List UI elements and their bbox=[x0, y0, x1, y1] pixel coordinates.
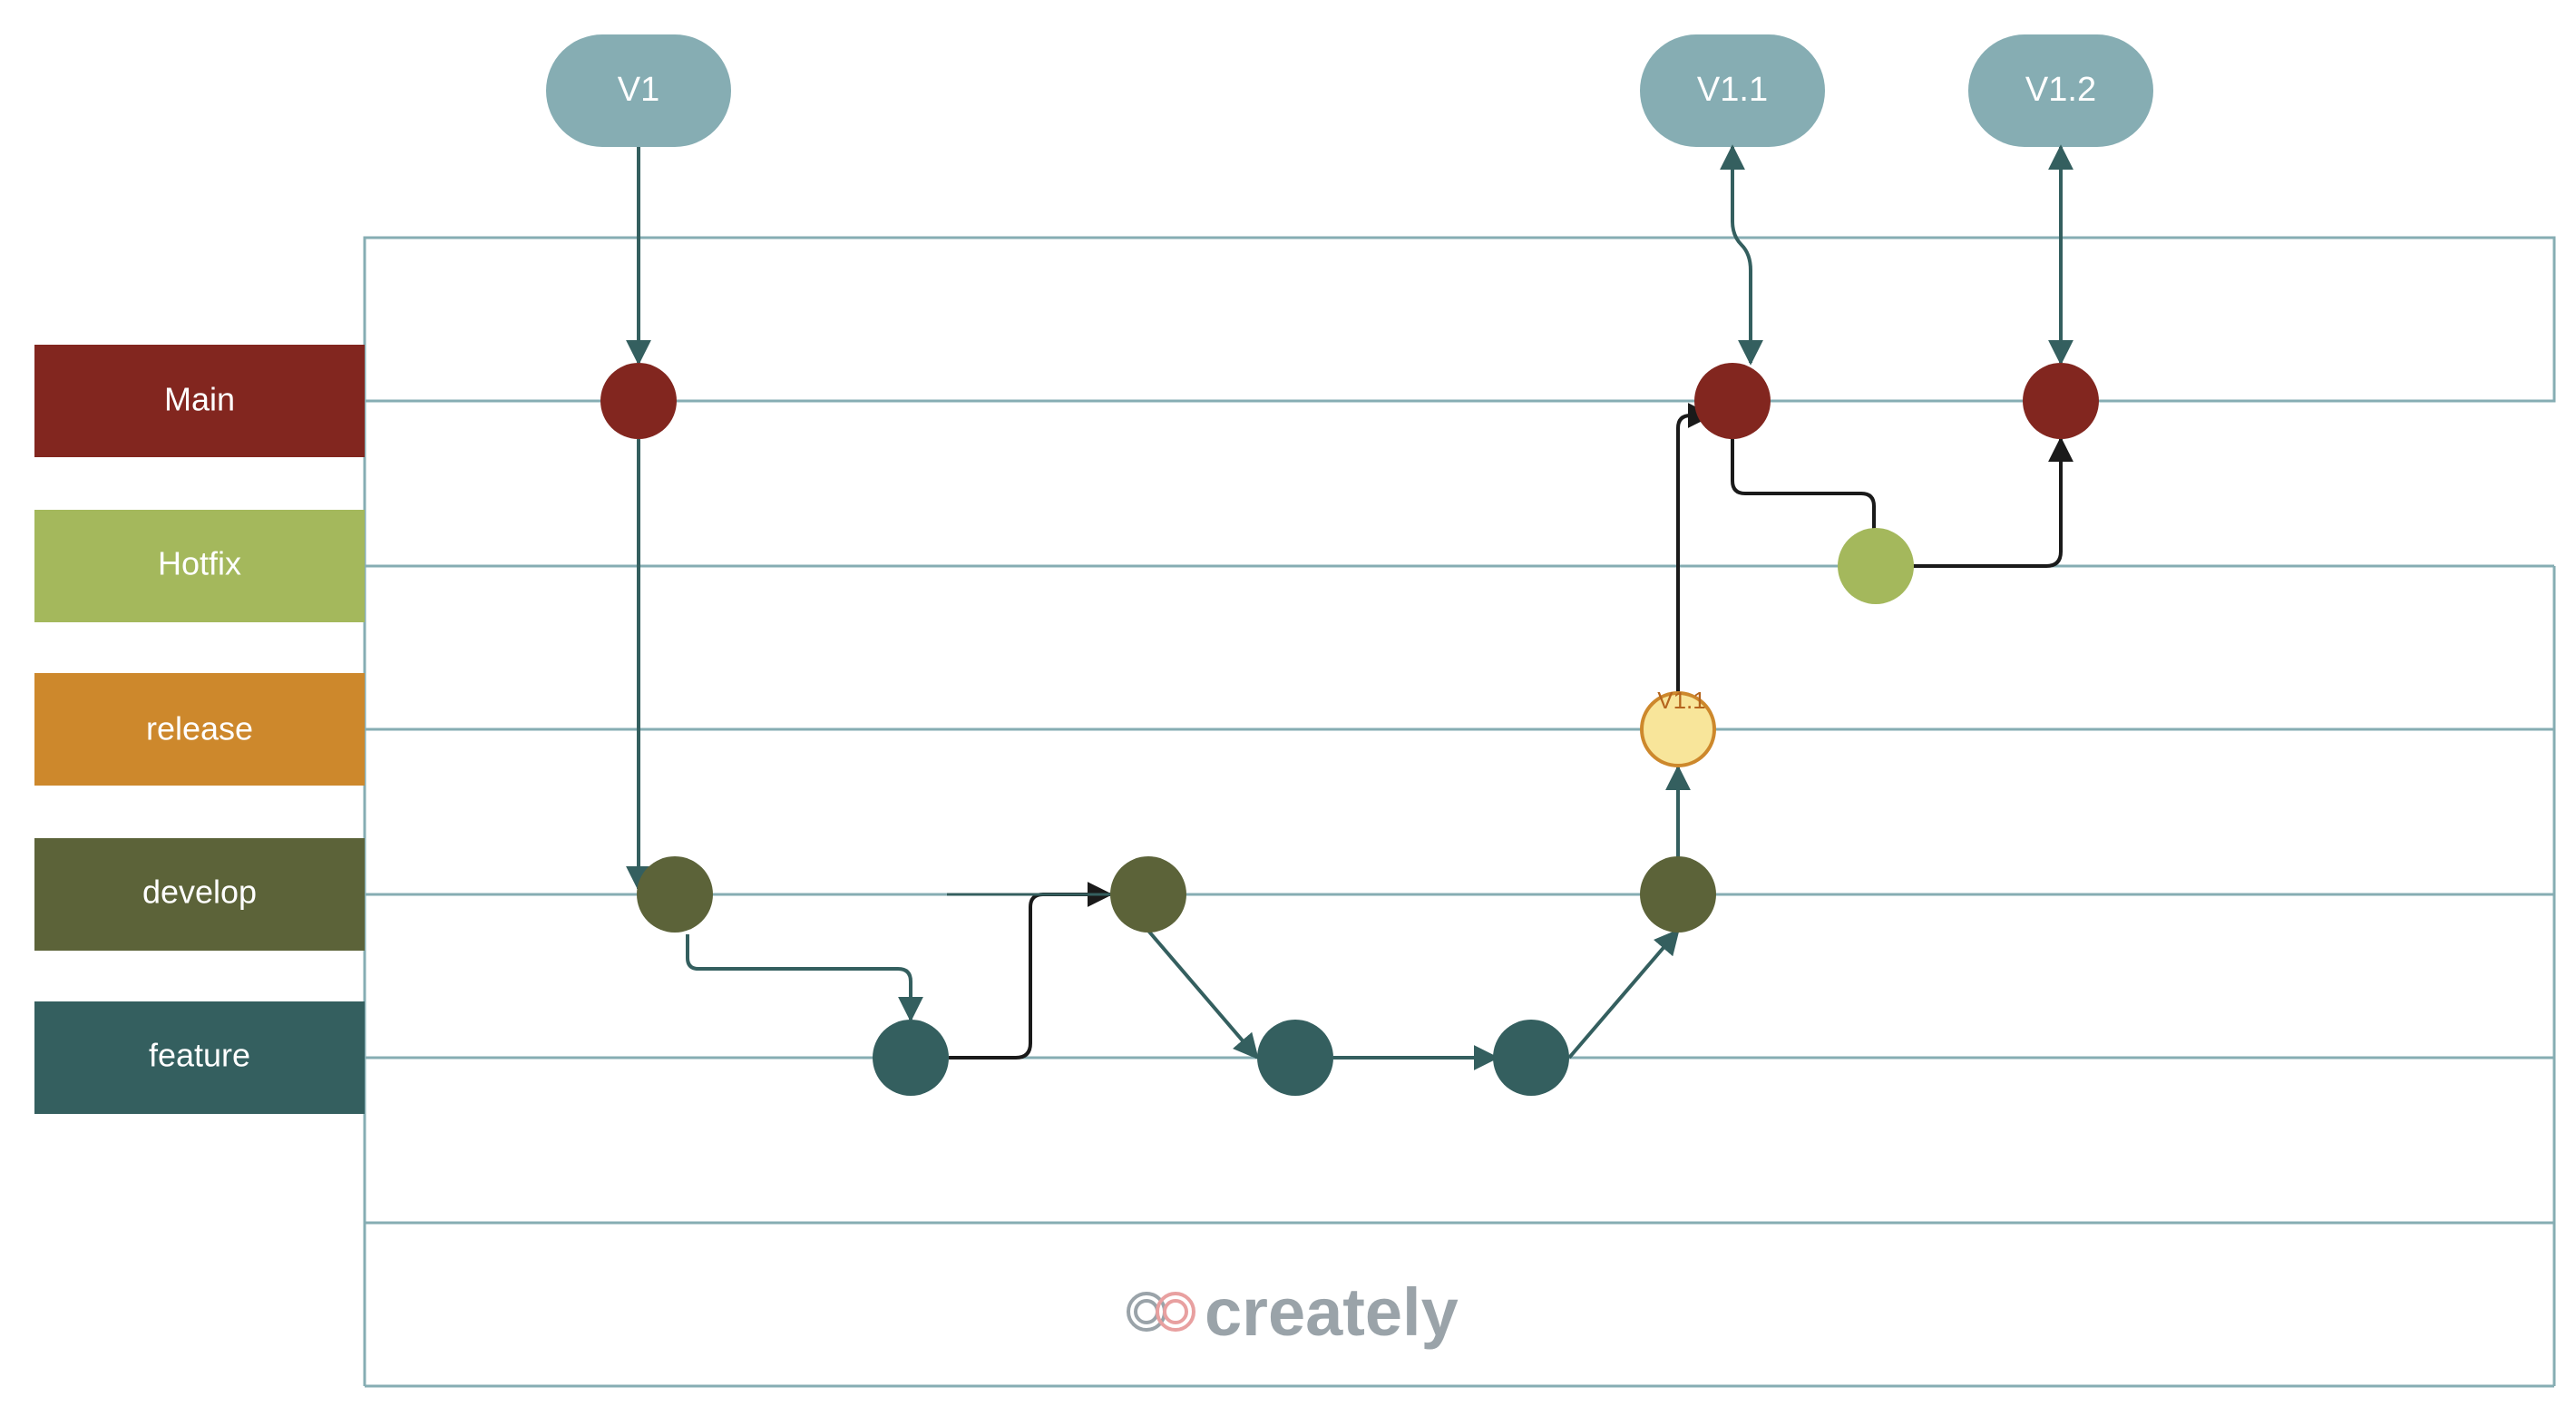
commit-release-1: V1.1 bbox=[1640, 687, 1716, 767]
connector-develop-to-feature-1 bbox=[686, 934, 923, 1022]
tag-v1-2: V1.2 bbox=[1968, 34, 2153, 147]
tag-v1: V1 bbox=[546, 34, 731, 147]
commit-nodes: V1.1 bbox=[600, 363, 2099, 1096]
lane-label-main: Main bbox=[34, 345, 365, 457]
tag-v1-1-text: V1.1 bbox=[1697, 71, 1768, 109]
main-lane-box bbox=[363, 236, 2556, 403]
creately-logo-icon bbox=[1127, 1292, 1195, 1332]
commit-develop-1 bbox=[637, 856, 713, 933]
creately-logo: creately bbox=[1127, 1274, 1459, 1350]
commit-main-3 bbox=[2023, 363, 2099, 439]
connector-develop-to-feature-2 bbox=[1147, 929, 1259, 1060]
commit-develop-2 bbox=[1110, 856, 1186, 933]
commit-main-1 bbox=[600, 363, 677, 439]
commit-develop-3 bbox=[1640, 856, 1716, 933]
commit-hotfix-1 bbox=[1838, 528, 1914, 604]
lane-labels: Main Hotfix release develop feature bbox=[34, 345, 365, 1114]
version-tags: V1 V1.1 V1.2 bbox=[546, 34, 2153, 147]
lane-label-feature-text: feature bbox=[149, 1037, 250, 1074]
connector-main-to-tag-v1-1 bbox=[1720, 144, 1763, 366]
connectors bbox=[626, 144, 2073, 1070]
commit-feature-2 bbox=[1257, 1020, 1333, 1096]
tag-v1-1: V1.1 bbox=[1640, 34, 1825, 147]
lane-label-hotfix: Hotfix bbox=[34, 510, 365, 622]
commit-feature-3 bbox=[1493, 1020, 1569, 1096]
tag-v1-2-text: V1.2 bbox=[2025, 71, 2096, 109]
lane-label-feature: feature bbox=[34, 1001, 365, 1114]
connector-main-to-hotfix bbox=[1731, 439, 1887, 558]
lane-label-release-text: release bbox=[146, 710, 253, 747]
tag-v1-text: V1 bbox=[618, 71, 659, 109]
lane-label-develop: develop bbox=[34, 838, 365, 951]
lane-label-release: release bbox=[34, 673, 365, 786]
commit-feature-1 bbox=[873, 1020, 949, 1096]
connector-feature-3-to-develop bbox=[1567, 928, 1680, 1060]
connector-hotfix-to-main bbox=[1912, 436, 2073, 568]
connector-release-to-main bbox=[1676, 403, 1713, 693]
commit-main-2 bbox=[1694, 363, 1771, 439]
release-node-label: V1.1 bbox=[1657, 687, 1706, 714]
lane-label-main-text: Main bbox=[164, 381, 235, 418]
creately-logo-text: creately bbox=[1205, 1274, 1459, 1350]
connector-feature-1-to-develop bbox=[949, 882, 1113, 1060]
lane-label-develop-text: develop bbox=[142, 874, 257, 911]
lane-label-hotfix-text: Hotfix bbox=[158, 545, 241, 582]
lane-grid bbox=[363, 236, 2556, 1388]
